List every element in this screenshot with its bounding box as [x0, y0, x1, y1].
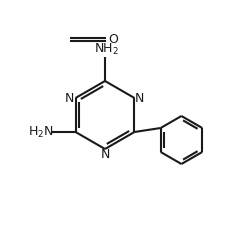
Text: N: N: [135, 92, 144, 104]
Text: N: N: [65, 92, 74, 104]
Text: O: O: [108, 33, 118, 46]
Text: H$_2$N: H$_2$N: [28, 124, 53, 140]
Text: N: N: [100, 148, 110, 161]
Text: NH$_2$: NH$_2$: [94, 41, 118, 57]
